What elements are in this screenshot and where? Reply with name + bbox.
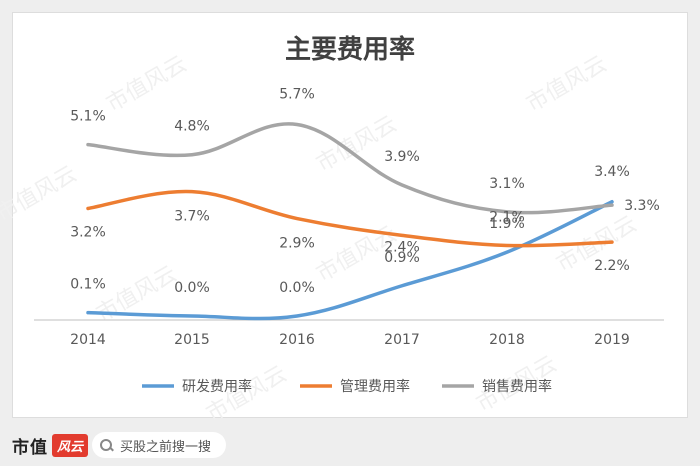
- chart-title: 主要费用率: [285, 34, 415, 65]
- data-label: 3.9%: [384, 149, 420, 165]
- legend: 研发费用率 管理费用率 销售费用率: [142, 378, 552, 395]
- x-tick-labels: 2014 2015 2016 2017 2018 2019: [70, 332, 630, 348]
- data-label: 5.1%: [70, 109, 106, 125]
- watermark-text: 市值风云: [312, 112, 401, 178]
- chart-card: [12, 12, 688, 418]
- watermark-text: 市值风云: [102, 52, 191, 118]
- search-icon: [100, 439, 112, 451]
- data-label: 4.8%: [174, 119, 210, 135]
- data-label: 3.1%: [489, 176, 525, 192]
- data-label: 2.9%: [279, 236, 315, 252]
- legend-label: 管理费用率: [340, 378, 410, 395]
- x-tick-label: 2017: [384, 332, 420, 348]
- legend-label: 销售费用率: [482, 378, 552, 395]
- data-label: 2.1%: [489, 209, 525, 225]
- legend-label: 研发费用率: [182, 378, 252, 395]
- x-tick-label: 2016: [279, 332, 315, 348]
- search-placeholder: 买股之前搜一搜: [120, 439, 212, 455]
- data-label: 3.7%: [174, 209, 210, 225]
- x-tick-label: 2019: [594, 332, 630, 348]
- x-tick-label: 2014: [70, 332, 106, 348]
- data-labels: 0.1% 0.0% 0.0% 0.9% 1.9% 3.4% 3.2% 3.7% 2.9% 2.4%…: [70, 86, 660, 296]
- sales-series-line: [86, 122, 614, 215]
- footer-bar: 市值 风云 买股之前搜一搜: [0, 424, 700, 466]
- data-label: 0.1%: [70, 277, 106, 293]
- x-tick-label: 2018: [489, 332, 525, 348]
- watermark-text: 市值风云: [522, 52, 611, 118]
- series-lines: [86, 122, 614, 321]
- data-label: 2.4%: [384, 239, 420, 255]
- data-label: 0.9%: [384, 250, 420, 266]
- data-label: 0.0%: [279, 280, 315, 296]
- brand-logo[interactable]: 市值 风云: [12, 430, 89, 460]
- watermark-text: 市值风云: [0, 162, 81, 228]
- brand-name: 市值: [12, 437, 48, 458]
- admin-series-line: [86, 189, 614, 248]
- data-label: 0.0%: [174, 280, 210, 296]
- data-label: 5.7%: [279, 86, 315, 102]
- brand-badge: 风云: [52, 433, 89, 457]
- data-label: 2.2%: [594, 258, 630, 274]
- data-label: 3.2%: [70, 224, 106, 240]
- x-tick-label: 2015: [174, 332, 210, 348]
- data-label: 1.9%: [489, 216, 525, 232]
- data-label: 3.4%: [594, 164, 630, 180]
- watermark-text: 市值风云: [92, 262, 181, 328]
- search-box[interactable]: 买股之前搜一搜: [92, 432, 226, 458]
- data-label: 3.3%: [624, 198, 660, 214]
